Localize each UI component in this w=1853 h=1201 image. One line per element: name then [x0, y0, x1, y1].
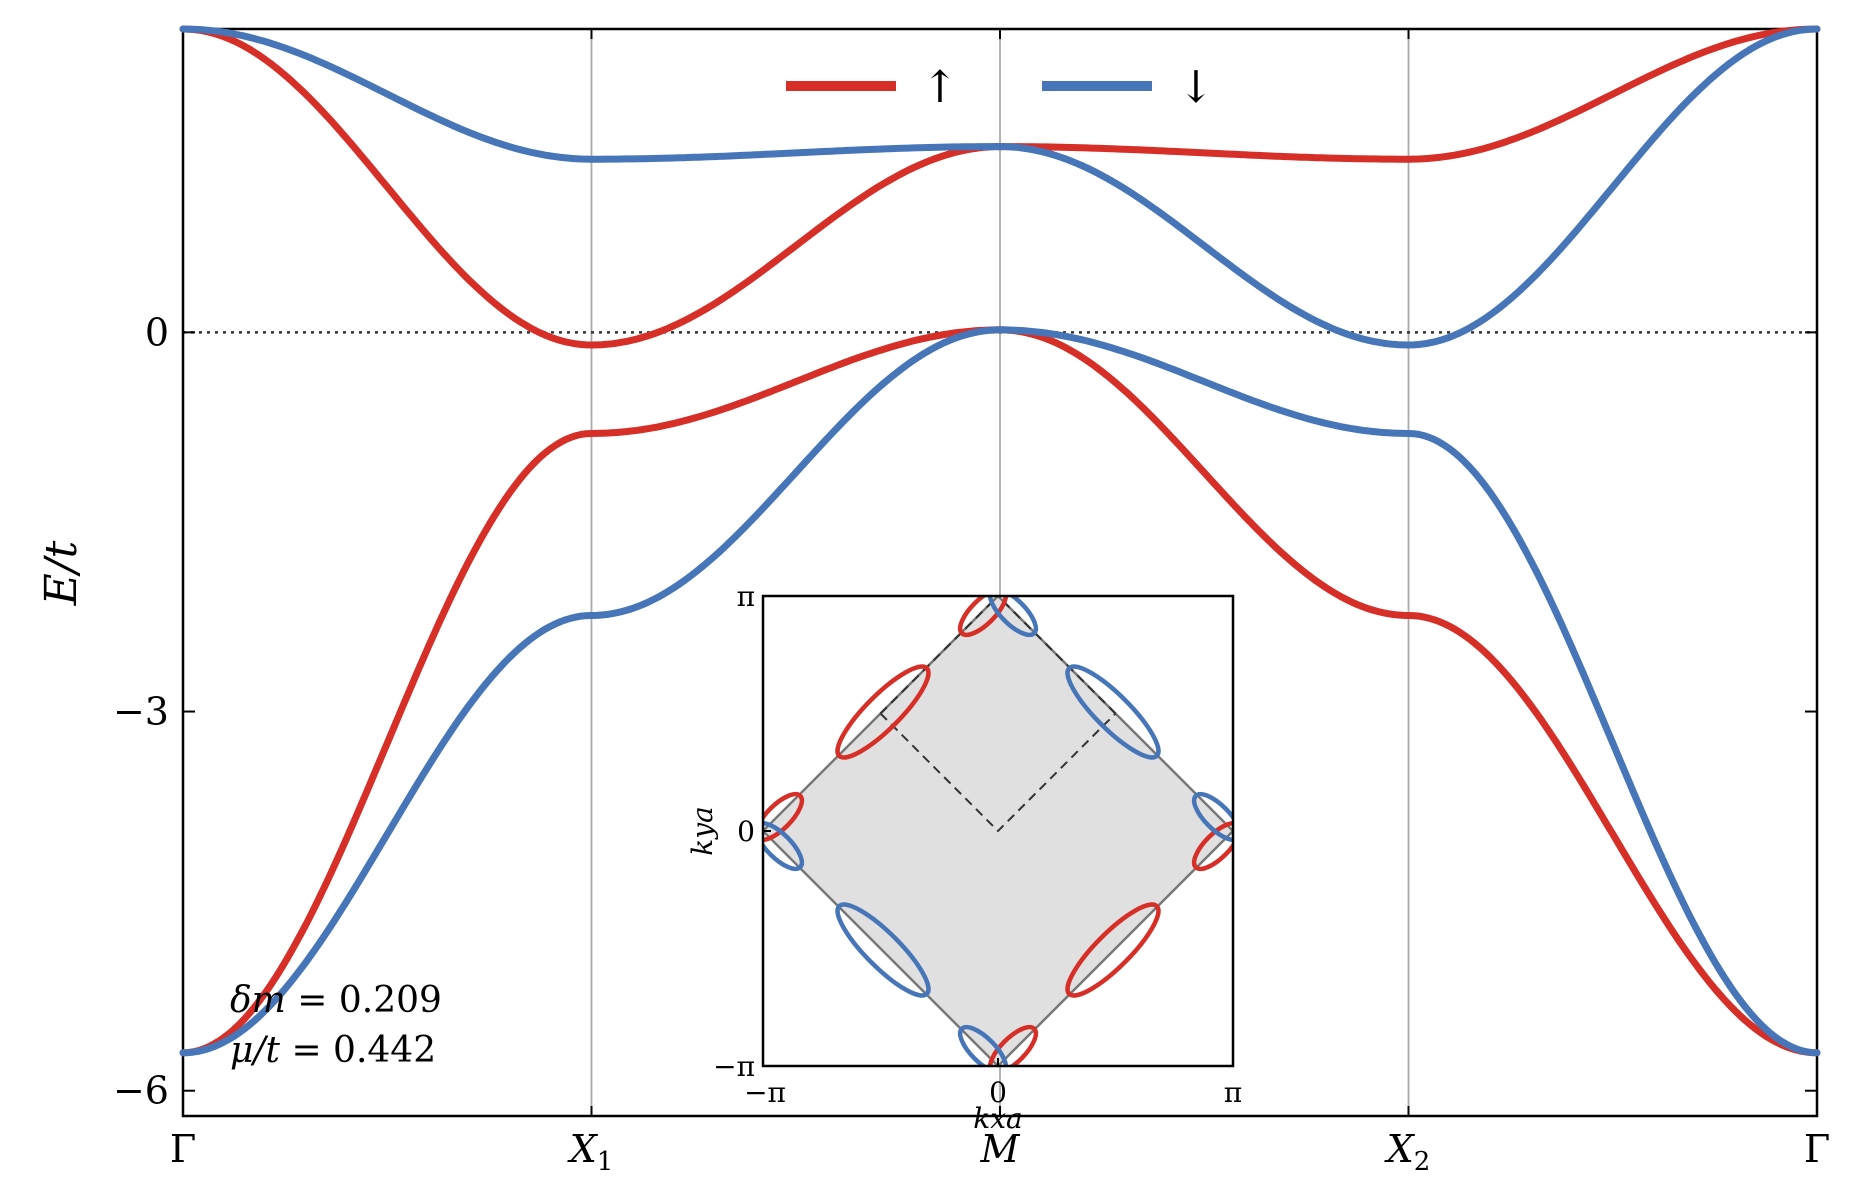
- inset-ytick-label-zero: 0: [737, 815, 755, 848]
- x-tick-label-0: Γ: [170, 1127, 196, 1171]
- pocket-up-upper-left: [835, 664, 931, 760]
- y-axis-label-text: E/t: [36, 540, 87, 606]
- band-series: [179, 25, 1821, 1057]
- pocket-down-top: [987, 596, 1039, 638]
- legend-label-down: ↓: [1178, 62, 1215, 113]
- legend: ↑ ↓: [786, 62, 1214, 113]
- inset-fermi-pockets-down: [763, 596, 1233, 1066]
- inset-dashed-reduced-zone: [879, 712, 1117, 833]
- x-ticks: Γ X1 M X2 Γ: [170, 29, 1830, 1177]
- annotation-mu: μ/t = 0.442: [230, 1030, 436, 1071]
- inset-dashed-edge-right: [997, 596, 1117, 715]
- annotation-delta-m: δm = 0.209: [230, 980, 442, 1021]
- y-ticks: 0 −3 −6: [113, 310, 1817, 1113]
- pocket-down-right: [1191, 791, 1233, 843]
- pocket-down-bottom: [957, 1024, 1009, 1066]
- inset-dashed-edge-left: [879, 596, 999, 715]
- inset-xtick-label-neg-pi: −π: [744, 1076, 786, 1109]
- x-tick-label-3: X2: [1384, 1127, 1431, 1177]
- parameter-annotation: δm = 0.209 μ/t = 0.442: [230, 980, 442, 1071]
- inset-ytick-label-neg-pi: −π: [713, 1050, 755, 1083]
- x-tick-label-2: M: [980, 1127, 1021, 1171]
- pocket-up-lower-right: [1065, 902, 1161, 998]
- x-tick-label-4: Γ: [1804, 1127, 1830, 1171]
- pocket-up-bottom: [987, 1024, 1039, 1066]
- x-tick-label-1: X1: [567, 1127, 614, 1177]
- inset-xtick-label-pi: π: [1224, 1076, 1242, 1109]
- pocket-up-right: [1191, 820, 1233, 872]
- inset-ylabel: kya: [686, 806, 719, 855]
- inset-fermi-surface: −π 0 π −π 0 π kxa kya: [686, 580, 1242, 1135]
- pocket-up-top: [957, 596, 1009, 638]
- pocket-down-upper-right: [1065, 664, 1161, 760]
- band-down_upper: [179, 25, 1821, 349]
- pocket-down-left: [763, 820, 805, 872]
- y-tick-label-1: −3: [113, 690, 169, 734]
- y-axis-label: E/t: [36, 540, 87, 606]
- y-tick-label-0: 0: [145, 310, 169, 354]
- inset-fermi-pockets-up: [763, 596, 1233, 1066]
- inset-xlabel: kxa: [973, 1102, 1022, 1135]
- band-down_lower: [179, 326, 1821, 1057]
- inset-ytick-label-pi: π: [737, 580, 755, 613]
- inset-xtick-label-zero: 0: [989, 1076, 1007, 1109]
- y-tick-label-2: −6: [113, 1069, 169, 1113]
- legend-label-up: ↑: [922, 62, 959, 113]
- pocket-up-left: [763, 791, 805, 843]
- main-plot-area: Γ X1 M X2 Γ 0 −3 −6: [113, 25, 1830, 1177]
- pocket-down-lower-left: [835, 902, 931, 998]
